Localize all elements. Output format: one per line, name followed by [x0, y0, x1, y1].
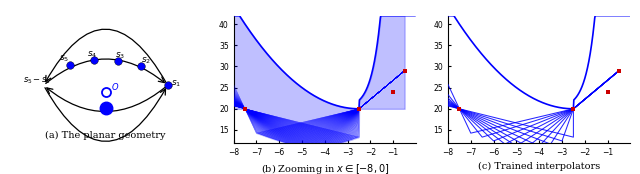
Text: $s_5 - s_1$: $s_5 - s_1$: [23, 75, 51, 86]
Text: (c) Trained interpolators: (c) Trained interpolators: [478, 162, 600, 172]
Text: $s_1$: $s_1$: [171, 78, 181, 89]
Text: (a) The planar geometry: (a) The planar geometry: [45, 130, 166, 140]
Text: $O$: $O$: [111, 81, 120, 92]
Text: $s_3$: $s_3$: [115, 50, 125, 61]
Text: (b) Zooming in $x \in [-8, 0]$: (b) Zooming in $x \in [-8, 0]$: [260, 162, 389, 174]
Text: $s_4$: $s_4$: [87, 49, 97, 60]
Text: $s_5$: $s_5$: [59, 54, 69, 65]
Text: $s_2$: $s_2$: [141, 56, 151, 66]
